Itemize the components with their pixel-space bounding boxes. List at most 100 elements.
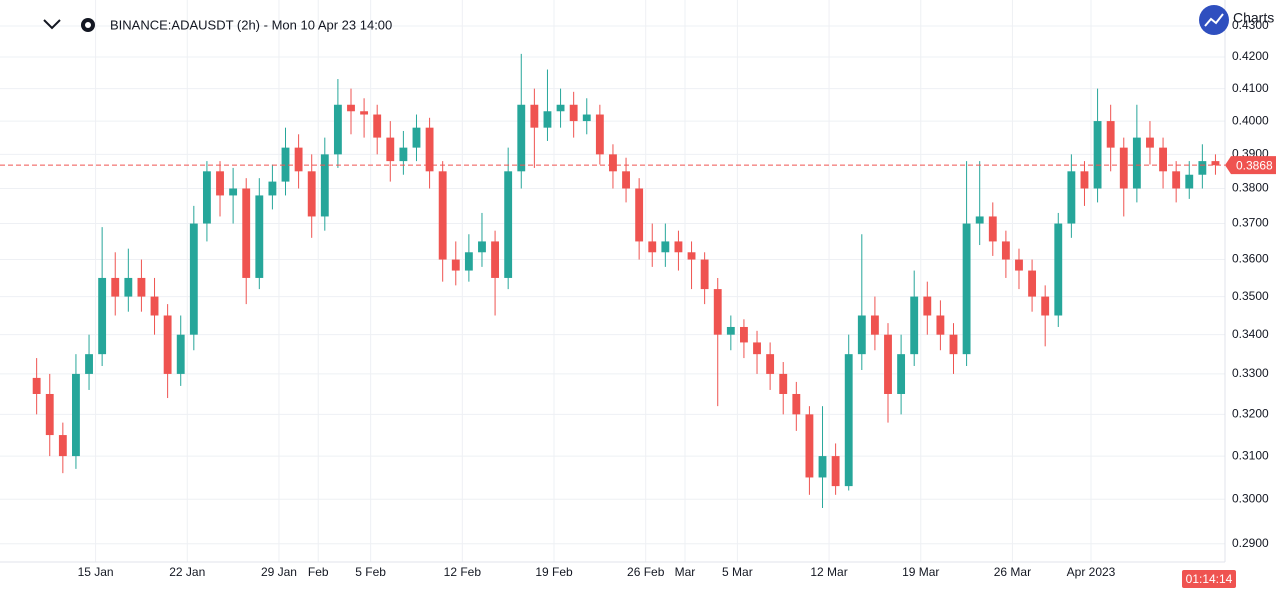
candle-body (674, 241, 683, 253)
candle-body (556, 104, 565, 112)
x-tick-label: 19 Feb (535, 565, 573, 579)
candle-body (216, 171, 224, 196)
candle-body (897, 354, 906, 394)
chart-title: BINANCE:ADAUSDT (2h) - Mon 10 Apr 23 14:… (110, 17, 392, 32)
candle-body (294, 147, 303, 172)
candle-body (936, 315, 945, 335)
candle-body (45, 393, 54, 436)
x-tick-label: 26 Mar (994, 565, 1031, 579)
candle-body (202, 171, 211, 224)
candle-body (399, 147, 408, 162)
y-tick-label: 0.3300 (1232, 366, 1269, 380)
candle-body (491, 241, 499, 278)
candle-body (713, 289, 722, 335)
candle-body (844, 354, 853, 487)
x-tick-label: Mar (675, 565, 696, 579)
candle-body (661, 241, 670, 253)
candle-body (1146, 137, 1154, 148)
candle-body (1080, 171, 1089, 189)
candle-body (425, 127, 434, 172)
candle-body (582, 114, 591, 122)
candle-body (700, 259, 709, 290)
x-tick-label: 22 Jan (169, 565, 205, 579)
x-tick-label: 29 Jan (261, 565, 297, 579)
candle-body (884, 334, 892, 394)
candle-body (805, 414, 814, 478)
candle-body (1211, 161, 1220, 166)
candle-body (72, 373, 80, 457)
logo[interactable] (1199, 5, 1229, 35)
candle-body (1198, 161, 1207, 175)
candle-body (255, 195, 264, 278)
x-tick-label: 12 Feb (444, 565, 482, 579)
y-tick-label: 0.2900 (1232, 536, 1269, 550)
candle-body (464, 252, 473, 271)
x-tick-label: 12 Mar (810, 565, 847, 579)
candle-body (504, 171, 513, 278)
x-tick-label: Apr 2023 (1067, 565, 1116, 579)
candle-body (189, 223, 198, 335)
candle-body (320, 154, 329, 217)
countdown-label: 01:14:14 (1186, 572, 1233, 586)
y-tick-label: 0.3400 (1232, 327, 1269, 341)
candle-body (347, 104, 355, 112)
candle-body (988, 216, 997, 242)
candle-body (569, 104, 578, 122)
candle-body (517, 104, 526, 172)
candle-body (451, 259, 460, 271)
candle-body (85, 354, 93, 374)
symbol-icon-dot (85, 22, 91, 28)
candle-body (1067, 171, 1076, 224)
candle-body (268, 181, 277, 196)
candle-body (360, 111, 369, 115)
candle-body (609, 154, 617, 172)
candle-body (438, 171, 447, 260)
y-tick-label: 0.3600 (1232, 252, 1269, 266)
candle-body (726, 326, 735, 335)
candle-body (910, 296, 919, 355)
x-tick-label: 26 Feb (627, 565, 665, 579)
y-tick-label: 0.3500 (1232, 289, 1269, 303)
y-tick-label: 0.3800 (1232, 181, 1269, 195)
candle-body (870, 315, 879, 335)
candle-body (32, 377, 41, 394)
candle-body (307, 171, 316, 217)
candle-body (543, 111, 552, 128)
x-tick-label: 5 Mar (722, 565, 753, 579)
candle-body (412, 127, 421, 148)
candle-body (1106, 121, 1115, 148)
logo-text: Charts (1233, 10, 1274, 26)
candle-body (386, 137, 395, 162)
candle-body (792, 393, 801, 415)
candle-body (124, 277, 133, 297)
y-tick-label: 0.4200 (1232, 49, 1269, 63)
candle-body (1093, 121, 1102, 189)
x-tick-label: Feb (308, 565, 329, 579)
candle-body (740, 326, 748, 343)
candle-body (975, 216, 984, 224)
last-price-label: 0.3868 (1236, 158, 1273, 172)
y-tick-label: 0.4300 (1232, 18, 1269, 32)
candle-body (1015, 259, 1023, 271)
candle-body (1001, 241, 1010, 260)
x-tick-label: 15 Jan (78, 565, 114, 579)
x-tick-label: 19 Mar (902, 565, 939, 579)
candle-body (229, 188, 238, 196)
y-tick-label: 0.3100 (1232, 448, 1269, 462)
collapse-icon[interactable] (43, 19, 61, 30)
candle-body (648, 241, 657, 253)
candle-body (281, 147, 290, 182)
candle-body (687, 252, 696, 260)
candle-body (478, 241, 486, 253)
candle-body (1132, 137, 1141, 189)
candle-body (766, 354, 775, 374)
candle-body (779, 373, 788, 394)
candle-body (622, 171, 630, 189)
candle-body (1159, 147, 1167, 172)
logo-icon (1204, 13, 1224, 27)
countdown-tag (1182, 570, 1236, 588)
y-tick-label: 0.3000 (1232, 491, 1269, 505)
y-tick-label: 0.4000 (1232, 113, 1269, 127)
